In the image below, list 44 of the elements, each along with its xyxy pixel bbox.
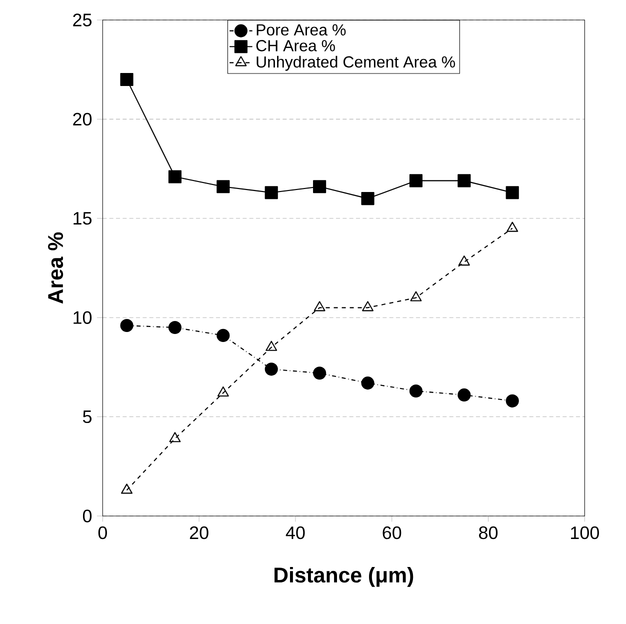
point (506, 222, 518, 232)
point (506, 186, 519, 200)
point (458, 256, 470, 266)
x-tick-label: 80 (479, 526, 498, 540)
point (216, 328, 230, 342)
point (216, 180, 230, 194)
point (362, 301, 374, 312)
point (314, 301, 326, 312)
x-tick-label: 20 (190, 526, 208, 540)
point (506, 394, 519, 408)
point (120, 318, 134, 332)
point (264, 362, 278, 376)
point (458, 174, 471, 188)
legend-label: Unhydrated Cement Area % (256, 56, 456, 71)
x-axis-title: Distance (μm) (274, 566, 414, 587)
point (409, 384, 422, 398)
point (168, 170, 182, 184)
point (361, 192, 374, 206)
point (409, 174, 422, 188)
y-tick-label: 25 (73, 14, 92, 26)
x-tick-label: 60 (382, 526, 402, 540)
x-tick-label: 40 (286, 526, 305, 540)
point (313, 180, 326, 194)
point (361, 376, 374, 390)
y-tick-label: 15 (74, 212, 92, 225)
x-tick-label: 100 (571, 526, 599, 540)
y-tick-label: 5 (82, 410, 92, 424)
point (168, 320, 182, 334)
y-tick-label: 0 (82, 510, 92, 522)
legend-label: Pore Area % (256, 24, 346, 36)
y-axis-title: Area % (48, 232, 64, 304)
point (169, 432, 181, 442)
point (410, 291, 422, 302)
point (217, 386, 229, 397)
point (120, 72, 134, 86)
point (266, 340, 278, 351)
point (264, 186, 278, 200)
legend-label: CH Area % (256, 40, 335, 52)
point (458, 388, 471, 402)
y-tick-label: 10 (74, 311, 92, 324)
point (121, 484, 132, 494)
x-tick-label: 0 (98, 526, 107, 540)
point (313, 366, 326, 380)
y-tick-label: 20 (73, 112, 92, 126)
